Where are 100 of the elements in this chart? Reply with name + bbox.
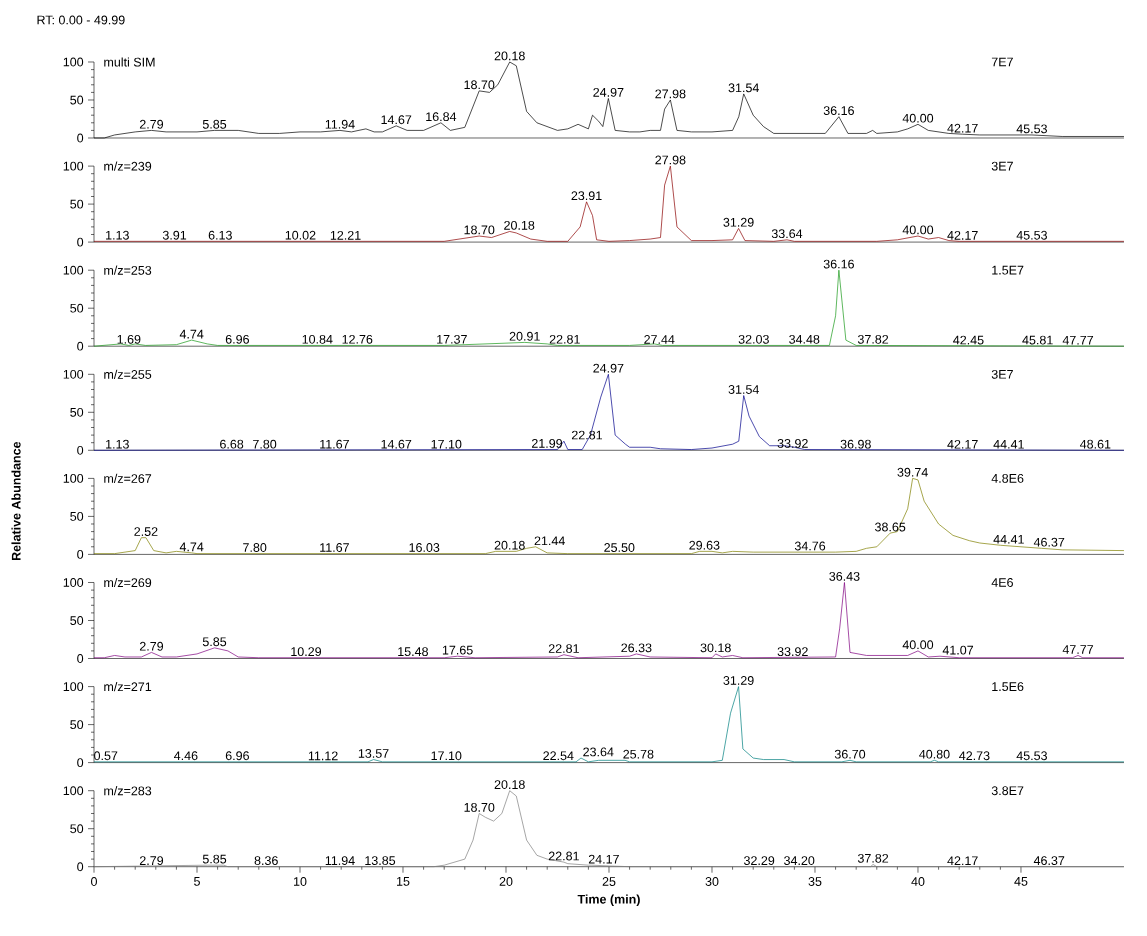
annotation: 22.81 <box>548 644 579 654</box>
annotation: 40.00 <box>902 113 934 123</box>
annotation: 36.16 <box>823 259 854 269</box>
annotation: 10.84 <box>302 335 333 344</box>
annotation: 1.5E6 <box>992 682 1024 692</box>
x-tick-label: 5 <box>194 877 200 886</box>
annotation: 17.10 <box>431 751 462 761</box>
annotation: 27.98 <box>655 89 686 99</box>
chart-title: m/z=283 <box>104 786 152 796</box>
annotation: 17.65 <box>442 645 473 655</box>
annotation: 17.37 <box>437 335 467 344</box>
annotation: 3.8E7 <box>991 786 1024 796</box>
y-tick-label: 50 <box>70 199 84 209</box>
annotation: 2.52 <box>134 527 158 537</box>
y-tick-label: 100 <box>63 578 84 588</box>
annotation: 36.98 <box>840 439 871 449</box>
annotation: 25.50 <box>604 543 635 553</box>
annotation: 1.13 <box>106 230 129 240</box>
annotation: 42.17 <box>947 231 978 240</box>
y-tick-label: 0 <box>77 133 84 143</box>
annotation: 7E7 <box>991 57 1013 67</box>
y-tick-label: 0 <box>77 446 84 455</box>
annotation: 15.48 <box>398 647 428 657</box>
annotation: 33.92 <box>777 647 808 657</box>
annotation: 32.29 <box>743 856 775 866</box>
annotation: 4E6 <box>991 578 1013 588</box>
y-tick-label: 100 <box>63 265 84 275</box>
annotation: 21.44 <box>534 536 565 546</box>
annotation: 24.17 <box>588 854 619 864</box>
y-tick-label: 100 <box>63 370 84 379</box>
annotation: 23.91 <box>571 191 602 201</box>
chart-title: m/z=253 <box>104 265 152 275</box>
y-tick-label: 50 <box>70 824 84 834</box>
y-tick-label: 0 <box>77 237 84 247</box>
annotation: 10.29 <box>291 647 322 657</box>
annotation: 46.37 <box>1033 537 1065 547</box>
annotation: 29.63 <box>689 540 720 550</box>
annotation: 44.41 <box>993 535 1024 544</box>
annotation: 32.03 <box>738 335 769 344</box>
annotation: 18.70 <box>464 225 495 235</box>
annotation: 14.67 <box>381 439 412 449</box>
annotation: 20.18 <box>494 780 525 790</box>
annotation: 13.57 <box>358 749 389 759</box>
x-tick-label: 15 <box>397 877 410 886</box>
annotation: 33.64 <box>771 229 803 239</box>
annotation: 42.17 <box>947 856 978 866</box>
annotation: 37.82 <box>857 335 889 344</box>
annotation: 11.12 <box>308 751 338 761</box>
annotation: 3.91 <box>162 230 187 240</box>
annotation: 4.46 <box>174 751 198 761</box>
annotation: 26.33 <box>621 643 652 653</box>
annotation: 36.16 <box>823 106 854 116</box>
annotation: 6.96 <box>225 335 249 344</box>
annotation: 20.18 <box>504 221 535 230</box>
x-axis-title: Time (min) <box>577 894 640 907</box>
annotation: 24.97 <box>593 88 624 97</box>
annotation: 27.98 <box>655 155 686 165</box>
annotation: 1.69 <box>117 335 141 344</box>
annotation: 24.97 <box>593 363 624 373</box>
x-tick-label: 35 <box>808 877 822 887</box>
y-tick-label: 0 <box>77 862 84 872</box>
annotation: 33.92 <box>777 439 808 448</box>
x-tick-label: 25 <box>602 877 616 887</box>
annotation: 11.67 <box>320 543 349 553</box>
annotation: 47.77 <box>1062 336 1094 345</box>
y-tick-label: 0 <box>77 550 84 559</box>
annotation: 30.18 <box>700 643 731 653</box>
x-tick-label: 0 <box>91 877 97 887</box>
y-tick-label: 50 <box>70 720 84 730</box>
y-tick-label: 50 <box>70 95 84 105</box>
annotation: 42.17 <box>947 440 978 449</box>
x-tick-label: 10 <box>294 877 307 887</box>
chart-title: m/z=271 <box>104 682 152 692</box>
annotation: 8.36 <box>254 856 278 866</box>
annotation: 45.53 <box>1016 124 1047 134</box>
annotation: 5.85 <box>202 854 227 864</box>
annotation: 34.20 <box>784 856 815 866</box>
y-tick-label: 50 <box>70 303 84 313</box>
annotation: 14.67 <box>381 115 412 125</box>
annotation: 39.74 <box>897 468 928 477</box>
y-tick-label: 100 <box>63 161 84 171</box>
annotation: 6.68 <box>220 439 244 449</box>
annotation: 22.81 <box>549 335 580 344</box>
annotation: 3E7 <box>991 161 1013 171</box>
annotation: 12.76 <box>342 335 373 344</box>
chart-title: m/z=255 <box>104 369 152 380</box>
annotation: 1.5E7 <box>992 266 1024 275</box>
x-tick-label: 30 <box>705 877 719 887</box>
annotation: 42.45 <box>953 335 984 345</box>
annotation: 22.81 <box>548 851 579 861</box>
annotation: 48.61 <box>1079 439 1111 449</box>
y-tick-label: 0 <box>77 758 84 768</box>
annotation: 31.54 <box>728 83 759 93</box>
y-tick-label: 100 <box>63 57 84 67</box>
annotation: 0.57 <box>94 751 118 761</box>
annotation: 12.21 <box>330 231 361 240</box>
annotation: 17.10 <box>431 439 462 449</box>
annotation: 21.99 <box>531 439 563 448</box>
annotation: 41.07 <box>942 645 974 655</box>
annotation: 18.70 <box>464 803 495 812</box>
